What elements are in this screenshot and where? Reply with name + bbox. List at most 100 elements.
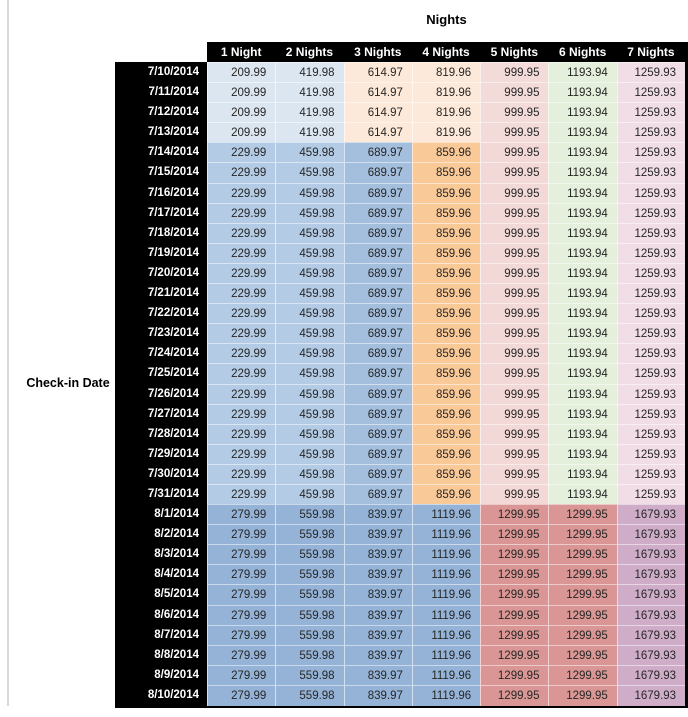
price-cell: 1193.94	[548, 162, 617, 184]
price-cell: 459.98	[275, 403, 344, 425]
price-cell: 859.96	[411, 383, 481, 405]
price-cell: 689.97	[343, 202, 412, 224]
price-cell: 999.95	[480, 62, 549, 84]
price-cell: 614.97	[343, 62, 412, 84]
price-cell: 459.98	[275, 202, 344, 224]
price-cell: 1259.93	[616, 463, 686, 485]
price-cell: 1259.93	[616, 383, 686, 405]
row-date-label: 8/3/2014	[115, 544, 207, 566]
row-date-label: 8/6/2014	[115, 604, 207, 626]
price-cell: 689.97	[343, 222, 412, 244]
price-cell: 1299.95	[548, 564, 617, 586]
table-row: 8/7/2014 279.99 559.98 839.97 1119.96 1299.95…	[115, 624, 686, 646]
price-cell: 1299.95	[480, 544, 549, 566]
price-cell: 1259.93	[616, 242, 686, 264]
table-row: 7/14/2014 229.99 459.98 689.97 859.96 999.95 1…	[115, 142, 686, 164]
table-title: Nights	[426, 12, 467, 27]
price-cell: 1299.95	[548, 504, 617, 526]
price-cell: 459.98	[275, 383, 344, 405]
price-cell: 1193.94	[548, 423, 617, 445]
price-cell: 459.98	[275, 283, 344, 305]
price-cell: 859.96	[411, 262, 481, 285]
price-cell: 1259.93	[616, 222, 686, 244]
price-cell: 279.99	[207, 644, 276, 666]
price-cell: 1299.95	[480, 504, 549, 526]
table-row: 7/16/2014 229.99 459.98 689.97 859.96 999.95 1…	[115, 182, 686, 204]
row-date-label: 8/7/2014	[115, 624, 207, 646]
price-cell: 839.97	[343, 564, 412, 586]
price-cell: 859.96	[411, 423, 481, 445]
price-cell: 1679.93	[616, 644, 686, 666]
row-date-label: 8/8/2014	[115, 644, 207, 666]
price-cell: 279.99	[207, 624, 276, 646]
table-row: 7/19/2014 229.99 459.98 689.97 859.96 999.95 1…	[115, 242, 686, 264]
column-header: 5 Nights	[480, 42, 549, 62]
price-cell: 999.95	[480, 423, 549, 445]
price-cell: 839.97	[343, 524, 412, 546]
price-cell: 859.96	[411, 483, 481, 506]
row-date-label: 7/19/2014	[115, 242, 207, 264]
price-cell: 229.99	[207, 483, 276, 506]
price-cell: 1299.95	[548, 524, 617, 546]
row-date-label: 7/20/2014	[115, 262, 207, 285]
price-cell: 229.99	[207, 242, 276, 264]
price-cell: 999.95	[480, 383, 549, 405]
price-cell: 1119.96	[411, 544, 481, 566]
price-cell: 1679.93	[616, 604, 686, 626]
price-cell: 859.96	[411, 162, 481, 184]
column-header: 2 Nights	[275, 42, 344, 62]
row-date-label: 7/29/2014	[115, 443, 207, 465]
price-cell: 229.99	[207, 403, 276, 425]
price-cell: 859.96	[411, 303, 481, 325]
price-cell: 999.95	[480, 303, 549, 325]
price-cell: 614.97	[343, 122, 412, 144]
pricing-table: 1 Night 2 Nights 3 Nights 4 Nights 5 Nights 6…	[115, 42, 688, 708]
price-cell: 1193.94	[548, 463, 617, 485]
price-cell: 1299.95	[480, 564, 549, 586]
price-cell: 279.99	[207, 524, 276, 546]
price-cell: 1299.95	[480, 664, 549, 686]
price-cell: 1193.94	[548, 142, 617, 164]
price-cell: 999.95	[480, 283, 549, 305]
price-cell: 819.96	[411, 122, 481, 144]
price-cell: 1193.94	[548, 303, 617, 325]
price-cell: 559.98	[275, 544, 344, 566]
page-edge-line	[7, 0, 9, 706]
row-date-label: 7/12/2014	[115, 102, 207, 124]
row-date-label: 7/15/2014	[115, 162, 207, 184]
price-cell: 839.97	[343, 604, 412, 626]
price-cell: 1299.95	[548, 624, 617, 646]
row-date-label: 7/25/2014	[115, 363, 207, 385]
price-cell: 419.98	[275, 62, 344, 84]
row-date-label: 7/31/2014	[115, 483, 207, 506]
price-cell: 459.98	[275, 363, 344, 385]
price-cell: 459.98	[275, 323, 344, 345]
price-cell: 999.95	[480, 363, 549, 385]
price-cell: 819.96	[411, 62, 481, 84]
price-cell: 999.95	[480, 162, 549, 184]
price-cell: 229.99	[207, 443, 276, 465]
price-cell: 689.97	[343, 162, 412, 184]
price-cell: 999.95	[480, 82, 549, 104]
price-cell: 859.96	[411, 202, 481, 224]
price-cell: 999.95	[480, 443, 549, 465]
price-cell: 999.95	[480, 323, 549, 345]
price-cell: 614.97	[343, 82, 412, 104]
price-cell: 859.96	[411, 343, 481, 365]
price-cell: 839.97	[343, 684, 412, 706]
row-date-label: 8/9/2014	[115, 664, 207, 686]
table-row: 7/15/2014 229.99 459.98 689.97 859.96 999.95 1…	[115, 162, 686, 184]
price-cell: 859.96	[411, 403, 481, 425]
table-row: 7/28/2014 229.99 459.98 689.97 859.96 999.95 1…	[115, 423, 686, 445]
price-cell: 1259.93	[616, 82, 686, 104]
row-date-label: 7/17/2014	[115, 202, 207, 224]
price-cell: 839.97	[343, 584, 412, 606]
price-cell: 999.95	[480, 222, 549, 244]
column-header: 3 Nights	[343, 42, 412, 62]
price-cell: 559.98	[275, 664, 344, 686]
row-date-label: 7/22/2014	[115, 303, 207, 325]
price-cell: 1299.95	[480, 604, 549, 626]
price-cell: 1119.96	[411, 504, 481, 526]
table-row: 7/12/2014 209.99 419.98 614.97 819.96 999.95 1…	[115, 102, 686, 124]
row-date-label: 7/11/2014	[115, 82, 207, 104]
